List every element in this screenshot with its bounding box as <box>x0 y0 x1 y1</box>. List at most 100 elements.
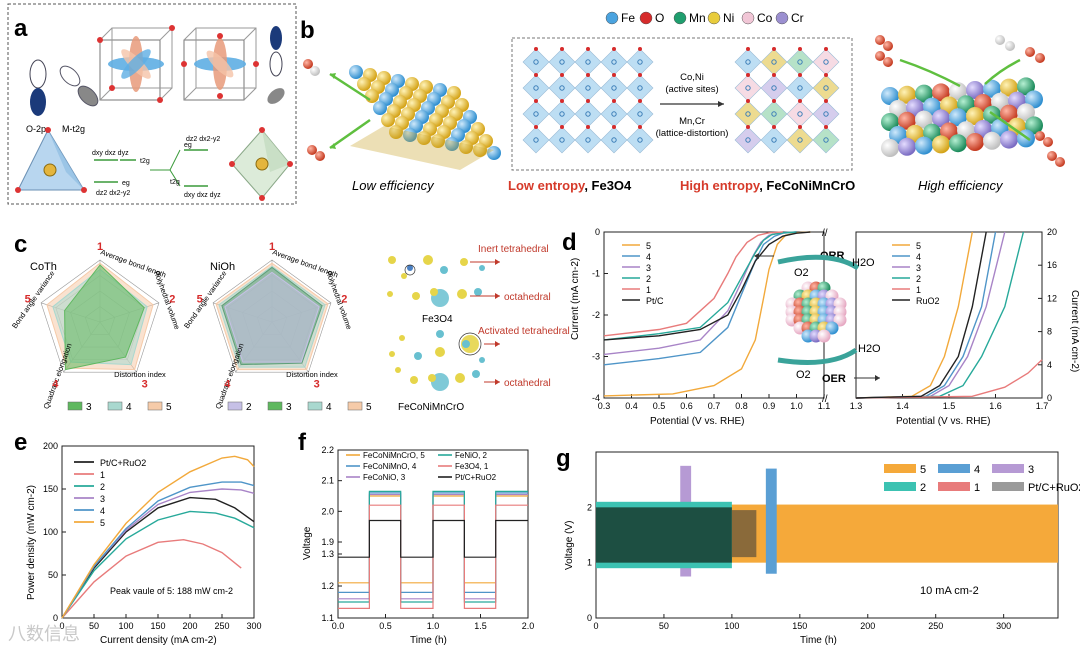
radar-axis-label: Quadratic elongation <box>214 342 246 410</box>
x-tick-label: 0.5 <box>379 621 392 631</box>
y-tick-label: 200 <box>43 441 58 451</box>
x-tick-label: 100 <box>724 621 739 631</box>
oxygen-atom <box>824 47 828 51</box>
g-legend-swatch <box>992 482 1024 491</box>
high-efficiency-label: High efficiency <box>918 178 1004 193</box>
panel-a-border <box>7 3 297 205</box>
cluster-atom <box>881 87 899 105</box>
cluster-atom <box>932 109 950 128</box>
slab-atom <box>389 125 403 139</box>
slab-atom <box>365 89 379 103</box>
metal-site <box>637 85 643 91</box>
y-tick-label: 1 <box>587 558 592 568</box>
metal-site <box>823 85 829 91</box>
legend-swatch-cr <box>775 11 789 25</box>
x-tick-label: 150 <box>792 621 807 631</box>
t2g-orbitals-right: dxy dxz dyz <box>184 192 221 199</box>
cluster-atom <box>966 107 984 125</box>
metal-site <box>559 137 565 143</box>
f-legend-label: FeCoNiMnO, 4 <box>363 462 417 471</box>
octahedron-unit <box>600 100 628 128</box>
orr-legend-label-5: 5 <box>646 241 651 251</box>
f-legend-label: Pt/C+RuO2 <box>455 473 497 482</box>
oer-arrow <box>777 347 858 365</box>
axis-break-top: // <box>822 228 828 239</box>
annotation-octahedral-2: octahedral <box>504 378 551 389</box>
oxygen-atom <box>824 99 828 103</box>
metal-site <box>771 111 777 117</box>
y-tick-label: 100 <box>43 527 58 537</box>
metal-site <box>611 85 617 91</box>
f-y-axis-label: Voltage <box>302 526 313 560</box>
y-tick-label: -3 <box>592 352 600 362</box>
f-legend-label: FeNiO, 2 <box>455 451 488 460</box>
radar-legend-nioh: 2 3 4 5 <box>227 401 372 413</box>
y-tick-label: 2.2 <box>321 445 334 455</box>
g-band-ptc <box>731 510 757 558</box>
radar-title-nioh: NiOh <box>210 261 235 273</box>
x-tick-label: 0.0 <box>332 621 345 631</box>
oxygen-atom <box>798 125 802 129</box>
y-tick-label: 0 <box>595 227 600 237</box>
oer-legend-label-2: 2 <box>916 274 921 284</box>
oxygen-atom <box>638 73 642 77</box>
radar-axis-number: 1 <box>97 241 103 253</box>
cluster-atom <box>949 134 967 153</box>
y-tick-label: 20 <box>1047 227 1057 237</box>
eg-orbitals-right: dz2 dx2-y2 <box>186 136 220 143</box>
octahedron-unit <box>760 74 788 102</box>
x-tick-label: 0 <box>59 621 64 631</box>
low-entropy-label: Low entropy, Fe3O4 <box>508 178 632 193</box>
cube-right <box>181 27 259 101</box>
g-legend-label: 2 <box>920 482 926 494</box>
y-tick-label: -1 <box>592 269 600 279</box>
e-legend-label-5: 5 <box>100 518 105 528</box>
g-x-axis-label: Time (h) <box>800 635 837 646</box>
legend-label-co: Co <box>757 11 773 25</box>
oer-o2-label: O2 <box>796 369 811 381</box>
o2p-orbital-top <box>29 59 47 89</box>
y-tick-label: 16 <box>1047 260 1057 270</box>
cluster-atom <box>1025 116 1043 135</box>
orr-oer-arrows: ORR O2 H2O H2O O2 OER <box>754 250 881 385</box>
radar-legend-label-2: 2 <box>246 402 252 413</box>
element-legend: Fe O Mn Ni Co Cr <box>605 11 804 25</box>
cluster-atom <box>1017 77 1035 96</box>
radar-axis-number: 4 <box>52 378 59 390</box>
fe3o4-lattice <box>522 47 654 154</box>
panel-label-f: f <box>298 429 307 456</box>
rate-performance-plot: 1.9 2.0 2.1 2.2 1.1 1.2 1.3 0.0 0.5 1.0 1.5 2.0 Volt… <box>302 445 534 646</box>
legend-label-o: O <box>655 11 664 25</box>
octahedron-unit <box>786 48 814 76</box>
metal-site <box>745 111 751 117</box>
cluster-atom <box>966 81 984 99</box>
charge-annotations: Inert tetrahedral octahedral Activated t… <box>470 244 570 389</box>
metal-site <box>637 59 643 65</box>
metal-site <box>823 111 829 117</box>
oxygen-atom <box>534 73 538 77</box>
radar-axis-number: 1 <box>269 241 275 253</box>
o2p-label: O-2p <box>26 124 46 134</box>
oxygen-atom <box>534 125 538 129</box>
sphere-atom <box>817 329 831 343</box>
octahedron-unit <box>812 74 840 102</box>
oer-plot: 1.3 1.4 1.5 1.6 1.70 4 8 12 16 20 Current (mA cm-2… <box>822 227 1080 427</box>
sphere-atom <box>833 313 847 327</box>
g-legend-swatch <box>992 464 1024 473</box>
orbital-blue-top <box>270 26 282 50</box>
oxygen-atom <box>612 125 616 129</box>
eg-orbitals-left: dz2 dx2-y2 <box>96 190 130 197</box>
x-tick-label: 0 <box>593 621 598 631</box>
octahedron <box>229 127 293 201</box>
slab-atom <box>349 65 363 79</box>
legend-label-cr: Cr <box>791 11 804 25</box>
legend-swatch-co <box>741 11 755 25</box>
x-tick-label: 1.1 <box>818 401 831 411</box>
oer-legend-label-5: 5 <box>916 241 921 251</box>
octahedron-unit <box>760 48 788 76</box>
x-tick-label: 0.3 <box>598 401 611 411</box>
metal-site <box>585 59 591 65</box>
panel-e: e 0 50 100 150 200 250 300 0 50 100 150 200 Power de… <box>14 429 262 646</box>
x-tick-label: 50 <box>659 621 669 631</box>
